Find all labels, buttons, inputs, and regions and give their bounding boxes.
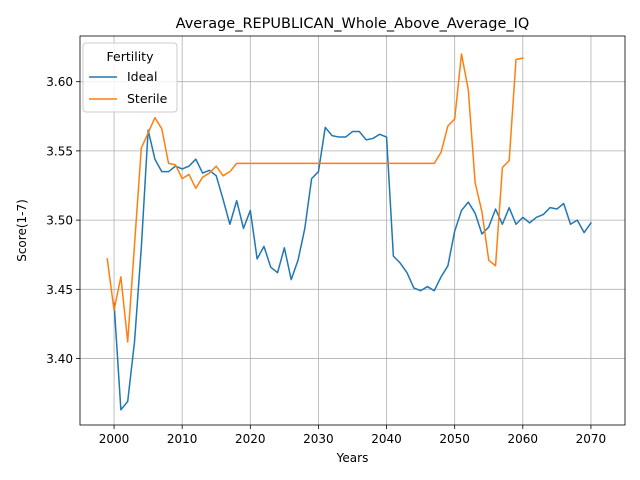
y-tick-label: 3.45 <box>46 283 73 297</box>
legend-label-ideal: Ideal <box>127 69 157 84</box>
x-tick-label: 2060 <box>508 432 539 446</box>
plot-frame <box>79 35 626 426</box>
y-tick-label: 3.50 <box>46 214 73 228</box>
series-line-sterile <box>106 53 524 343</box>
legend-box <box>82 42 178 113</box>
series-layer <box>106 53 592 411</box>
x-tick-label: 2010 <box>167 432 198 446</box>
x-tick-label: 2070 <box>576 432 607 446</box>
legend-label-sterile: Sterile <box>127 91 168 106</box>
y-tick-label: 3.40 <box>46 352 73 366</box>
x-tick-label: 2020 <box>235 432 266 446</box>
series-line-ideal <box>113 126 592 411</box>
x-axis-label: Years <box>336 451 369 465</box>
y-axis-label: Score(1-7) <box>15 199 29 262</box>
x-tick-label: 2000 <box>99 432 130 446</box>
y-tick-label: 3.55 <box>46 144 73 158</box>
legend-title: Fertility <box>107 49 155 64</box>
axis-ticks: 2000 2010 2020 2030 2040 2050 2060 2070 3.40 3.45… <box>46 75 606 446</box>
x-tick-label: 2040 <box>371 432 402 446</box>
x-tick-label: 2050 <box>439 432 470 446</box>
x-tick-label: 2030 <box>303 432 334 446</box>
chart-title: Average_REPUBLICAN_Whole_Above_Average_I… <box>176 16 530 32</box>
legend: Fertility Ideal Sterile <box>82 42 178 113</box>
y-tick-label: 3.60 <box>46 75 73 89</box>
